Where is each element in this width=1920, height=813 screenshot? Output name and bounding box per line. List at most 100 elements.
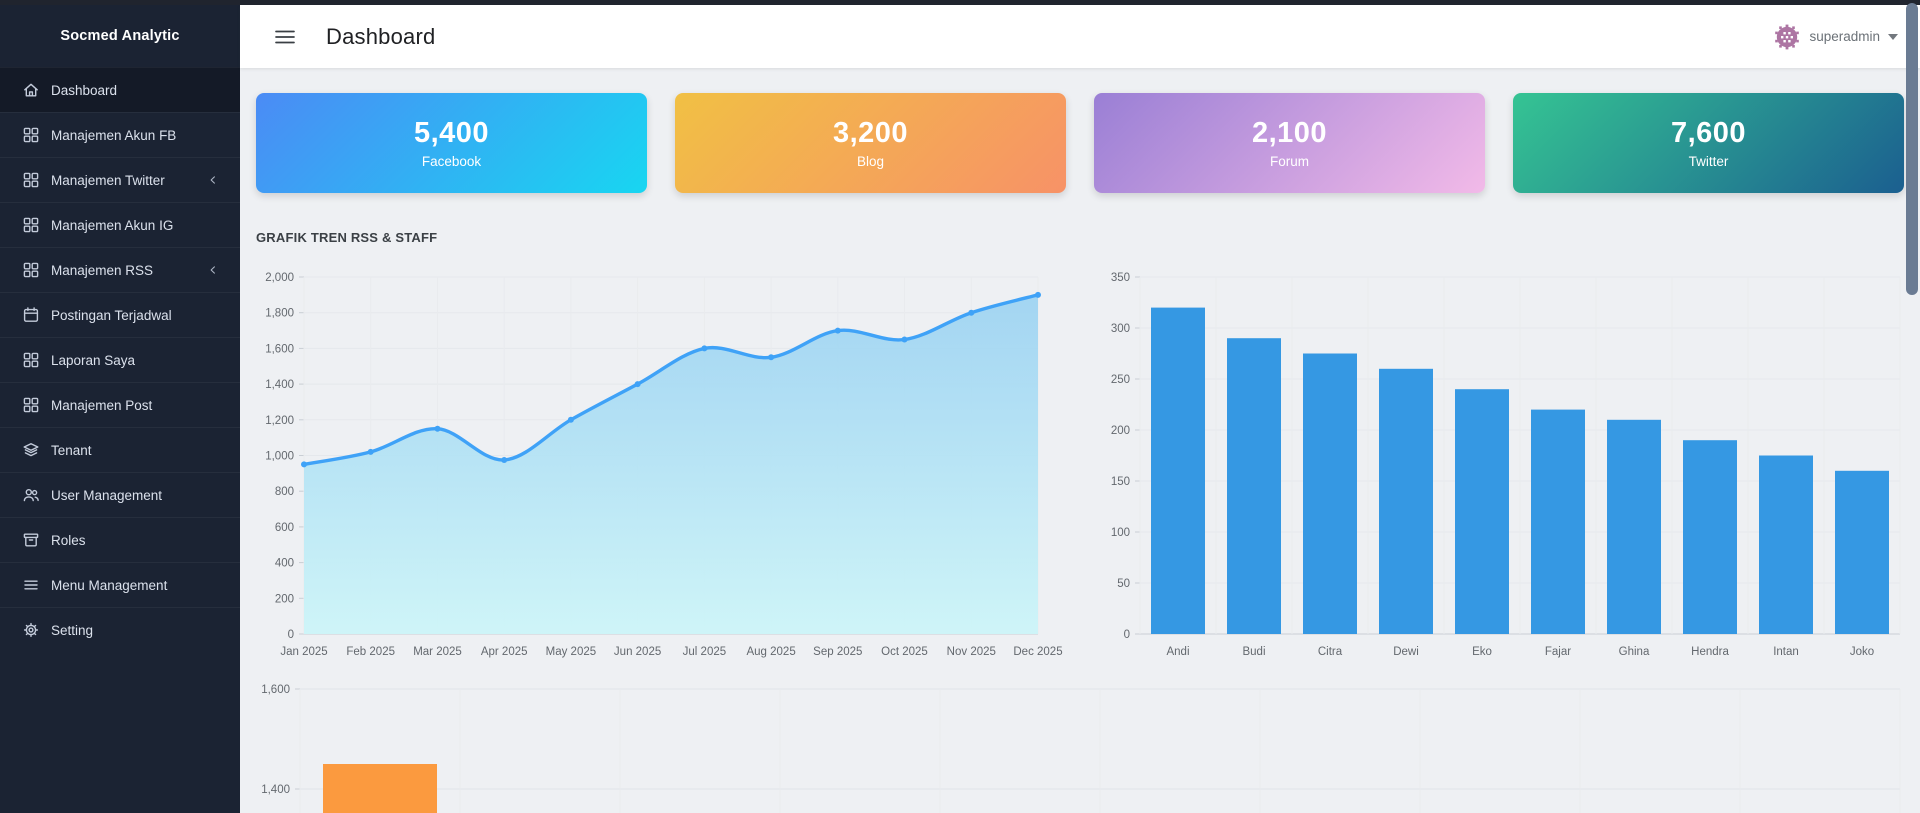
stat-label: Forum <box>1269 154 1309 169</box>
gear-icon <box>22 621 40 639</box>
page-title: Dashboard <box>326 23 436 49</box>
sidebar-item-label: Postingan Terjadwal <box>51 307 172 323</box>
svg-text:200: 200 <box>275 593 294 605</box>
svg-text:100: 100 <box>1111 527 1130 539</box>
stat-card-facebook: 5,400 Facebook <box>256 93 647 193</box>
sidebar-item-label: Setting <box>51 622 94 638</box>
stat-card-blog: 3,200 Blog <box>675 93 1066 193</box>
scrollbar-thumb[interactable] <box>1906 3 1918 295</box>
svg-text:0: 0 <box>1124 629 1130 641</box>
sidebar-item-menu-management[interactable]: Menu Management <box>0 562 240 607</box>
stat-label: Twitter <box>1688 154 1729 169</box>
chevron-left-icon <box>206 173 220 187</box>
svg-text:Feb 2025: Feb 2025 <box>346 646 395 658</box>
section-title: GRAFIK TREN RSS & STAFF <box>256 230 438 245</box>
sidebar-item-manajemen-rss[interactable]: Manajemen RSS <box>0 247 240 292</box>
home-icon <box>22 81 40 99</box>
svg-text:Eko: Eko <box>1472 646 1492 658</box>
sidebar-toggle-button[interactable] <box>273 26 297 48</box>
svg-text:Citra: Citra <box>1318 646 1343 658</box>
sidebar-item-dashboard[interactable]: Dashboard <box>0 67 240 112</box>
sidebar-item-label: Manajemen Twitter <box>51 172 165 188</box>
stat-card-twitter: 7,600 Twitter <box>1513 93 1904 193</box>
svg-text:May 2025: May 2025 <box>546 646 597 658</box>
svg-text:Dewi: Dewi <box>1393 646 1419 658</box>
sidebar-item-tenant[interactable]: Tenant <box>0 427 240 472</box>
sidebar-item-laporan-saya[interactable]: Laporan Saya <box>0 337 240 382</box>
header: Dashboard <box>240 5 1920 68</box>
sidebar-item-label: Manajemen Akun FB <box>51 127 177 143</box>
sidebar-item-label: Dashboard <box>51 82 118 98</box>
sidebar-item-label: User Management <box>51 487 163 503</box>
grid-icon <box>22 216 40 234</box>
svg-text:1,000: 1,000 <box>265 451 294 463</box>
sidebar-item-label: Roles <box>51 532 86 548</box>
sidebar-item-manajemen-post[interactable]: Manajemen Post <box>0 382 240 427</box>
chevron-left-icon <box>206 263 220 277</box>
stat-value: 2,100 <box>1251 117 1328 149</box>
sidebar-item-label: Manajemen RSS <box>51 262 154 278</box>
sidebar-item-user-management[interactable]: User Management <box>0 472 240 517</box>
svg-text:800: 800 <box>275 486 294 498</box>
svg-text:1,200: 1,200 <box>265 415 294 427</box>
sidebar-item-label: Tenant <box>51 442 92 458</box>
grid-icon <box>22 126 40 144</box>
bottom-bar-chart: 1,600 1,400 <box>261 684 1901 813</box>
svg-text:300: 300 <box>1111 323 1130 335</box>
svg-text:1,400: 1,400 <box>261 784 290 796</box>
stat-cards-row: 5,400 Facebook 3,200 Blog 2,100 Forum 7,600 Twi… <box>256 93 1904 193</box>
svg-text:Jun 2025: Jun 2025 <box>614 646 661 658</box>
svg-text:Nov 2025: Nov 2025 <box>947 646 996 658</box>
svg-text:1,400: 1,400 <box>265 379 294 391</box>
sidebar: Socmed Analytic Dashboard Manajemen Akun … <box>0 5 240 813</box>
user-menu[interactable]: superadmin <box>1773 23 1898 51</box>
svg-text:Jul 2025: Jul 2025 <box>683 646 726 658</box>
svg-text:600: 600 <box>275 522 294 534</box>
svg-text:Aug 2025: Aug 2025 <box>746 646 795 658</box>
sidebar-item-manajemen-twitter[interactable]: Manajemen Twitter <box>0 157 240 202</box>
svg-text:350: 350 <box>1111 272 1130 284</box>
sidebar-item-manajemen-akun-ig[interactable]: Manajemen Akun IG <box>0 202 240 247</box>
calendar-icon <box>22 306 40 324</box>
top-strip <box>0 0 1920 5</box>
svg-text:Apr 2025: Apr 2025 <box>481 646 528 658</box>
bar-chart: 0 50 100 150 200 250 300 350 Andi Budi Citra Dewi Ek… <box>1111 272 1901 658</box>
stat-label: Facebook <box>421 154 482 169</box>
line-chart: 0 200 400 600 800 1,000 1,200 1,400 1,600 1,800 2,… <box>265 272 1062 658</box>
svg-text:200: 200 <box>1111 425 1130 437</box>
username: superadmin <box>1809 29 1880 44</box>
svg-text:400: 400 <box>275 558 294 570</box>
svg-text:50: 50 <box>1117 578 1130 590</box>
list-icon <box>22 576 40 594</box>
sidebar-item-setting[interactable]: Setting <box>0 607 240 652</box>
sidebar-item-roles[interactable]: Roles <box>0 517 240 562</box>
svg-text:Fajar: Fajar <box>1545 646 1571 658</box>
brand-title: Socmed Analytic <box>60 28 180 44</box>
svg-text:0: 0 <box>288 629 294 641</box>
charts-row: 0 200 400 600 800 1,000 1,200 1,400 1,600 1,800 2,… <box>256 261 1904 663</box>
content: 5,400 Facebook 3,200 Blog 2,100 Forum 7,600 Twi… <box>240 68 1920 813</box>
grid-icon <box>22 351 40 369</box>
svg-text:Sep 2025: Sep 2025 <box>813 646 862 658</box>
sidebar-item-manajemen-akun-fb[interactable]: Manajemen Akun FB <box>0 112 240 157</box>
svg-text:Ghina: Ghina <box>1619 646 1650 658</box>
svg-text:Hendra: Hendra <box>1691 646 1729 658</box>
svg-text:Jan 2025: Jan 2025 <box>280 646 327 658</box>
svg-text:1,600: 1,600 <box>261 684 290 696</box>
svg-text:150: 150 <box>1111 476 1130 488</box>
layers-icon <box>22 441 40 459</box>
sidebar-nav: Dashboard Manajemen Akun FB Manajemen Twit… <box>0 67 240 652</box>
main-area: Dashboard <box>240 5 1920 813</box>
stat-card-forum: 2,100 Forum <box>1094 93 1485 193</box>
sidebar-item-label: Menu Management <box>51 577 168 593</box>
svg-text:Mar 2025: Mar 2025 <box>413 646 462 658</box>
stat-value: 5,400 <box>413 117 490 149</box>
svg-text:250: 250 <box>1111 374 1130 386</box>
svg-text:1,800: 1,800 <box>265 308 294 320</box>
svg-text:2,000: 2,000 <box>265 272 294 284</box>
svg-text:Oct 2025: Oct 2025 <box>881 646 928 658</box>
avatar <box>1773 23 1801 51</box>
svg-text:Budi: Budi <box>1242 646 1265 658</box>
caret-down-icon <box>1888 33 1898 40</box>
sidebar-item-postingan-terjadwal[interactable]: Postingan Terjadwal <box>0 292 240 337</box>
